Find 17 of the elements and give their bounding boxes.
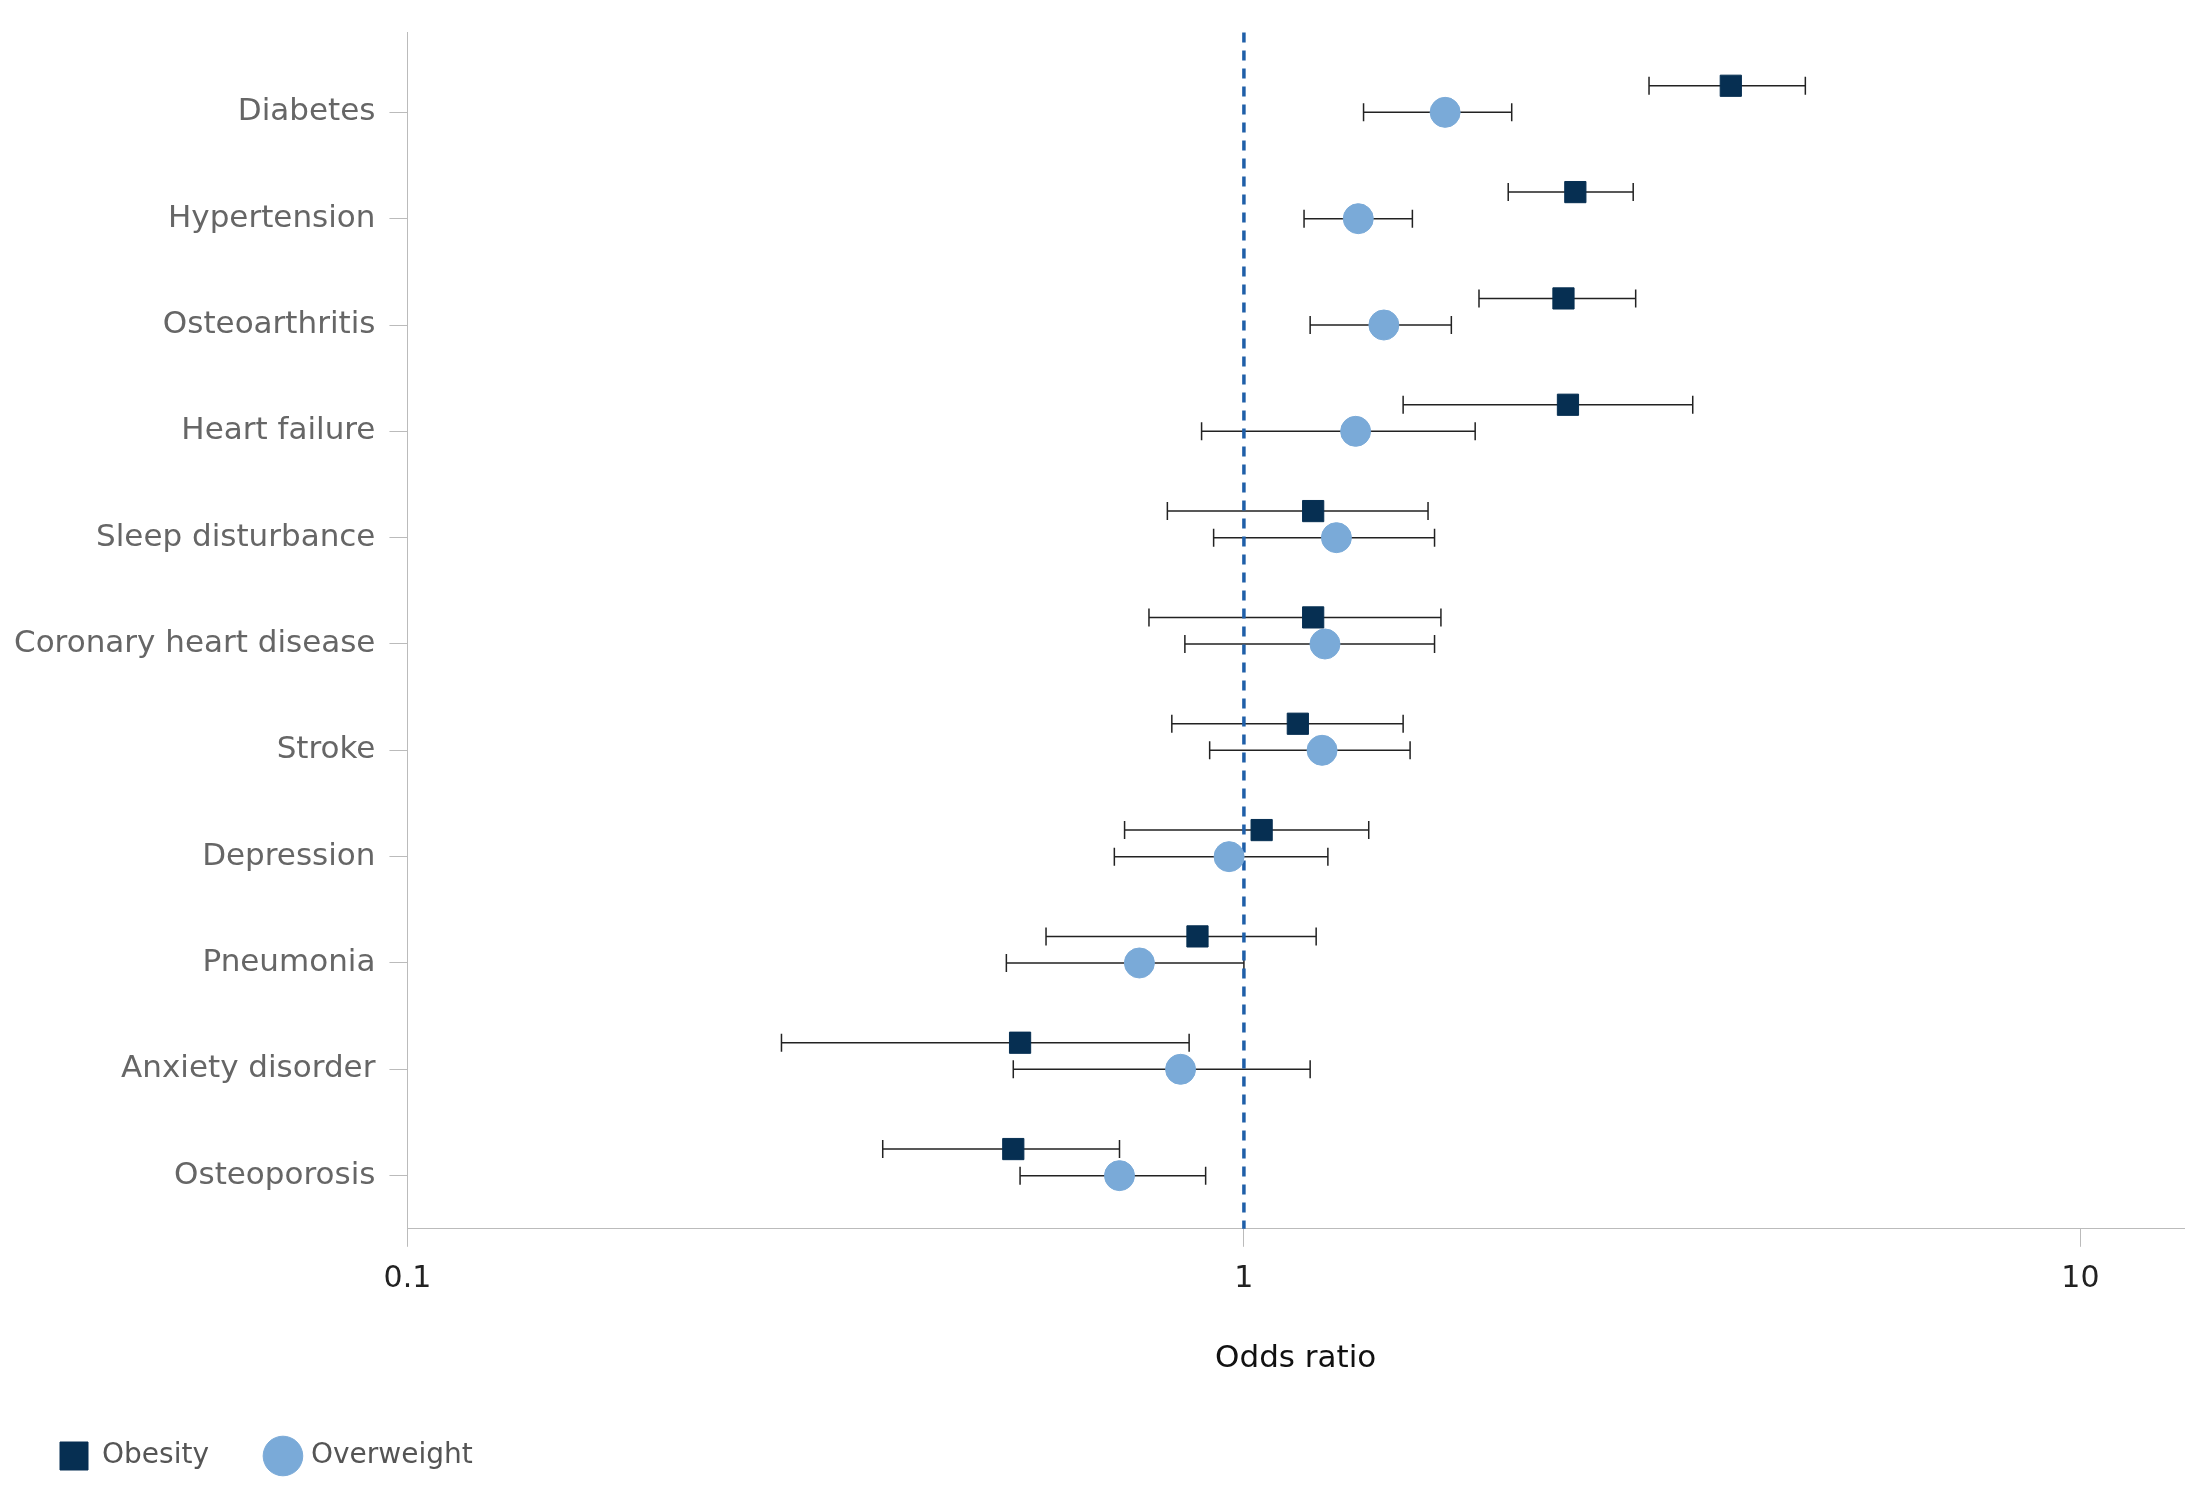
y-tick-label: Hypertension (168, 197, 376, 234)
y-tick-label: Coronary heart disease (14, 623, 376, 660)
x-tick-label: 0.1 (383, 1258, 432, 1294)
x-axis-title: Odds ratio (1215, 1338, 1377, 1375)
y-tick-label: Sleep disturbance (96, 516, 376, 553)
y-tick-label: Anxiety disorder (121, 1048, 376, 1085)
y-tick-label: Osteoporosis (174, 1154, 376, 1191)
legend-label: Obesity (102, 1437, 209, 1471)
y-tick-label: Pneumonia (202, 942, 376, 979)
x-tick-label: 1 (1234, 1258, 1254, 1294)
y-tick-label: Diabetes (237, 91, 376, 128)
legend-label: Overweight (310, 1437, 473, 1471)
x-tick-label: 10 (2061, 1258, 2100, 1294)
y-tick-label: Osteoarthritis (162, 304, 376, 341)
y-tick-label: Stroke (276, 729, 376, 766)
y-tick-label: Depression (202, 835, 376, 872)
y-tick-label: Heart failure (181, 410, 376, 447)
